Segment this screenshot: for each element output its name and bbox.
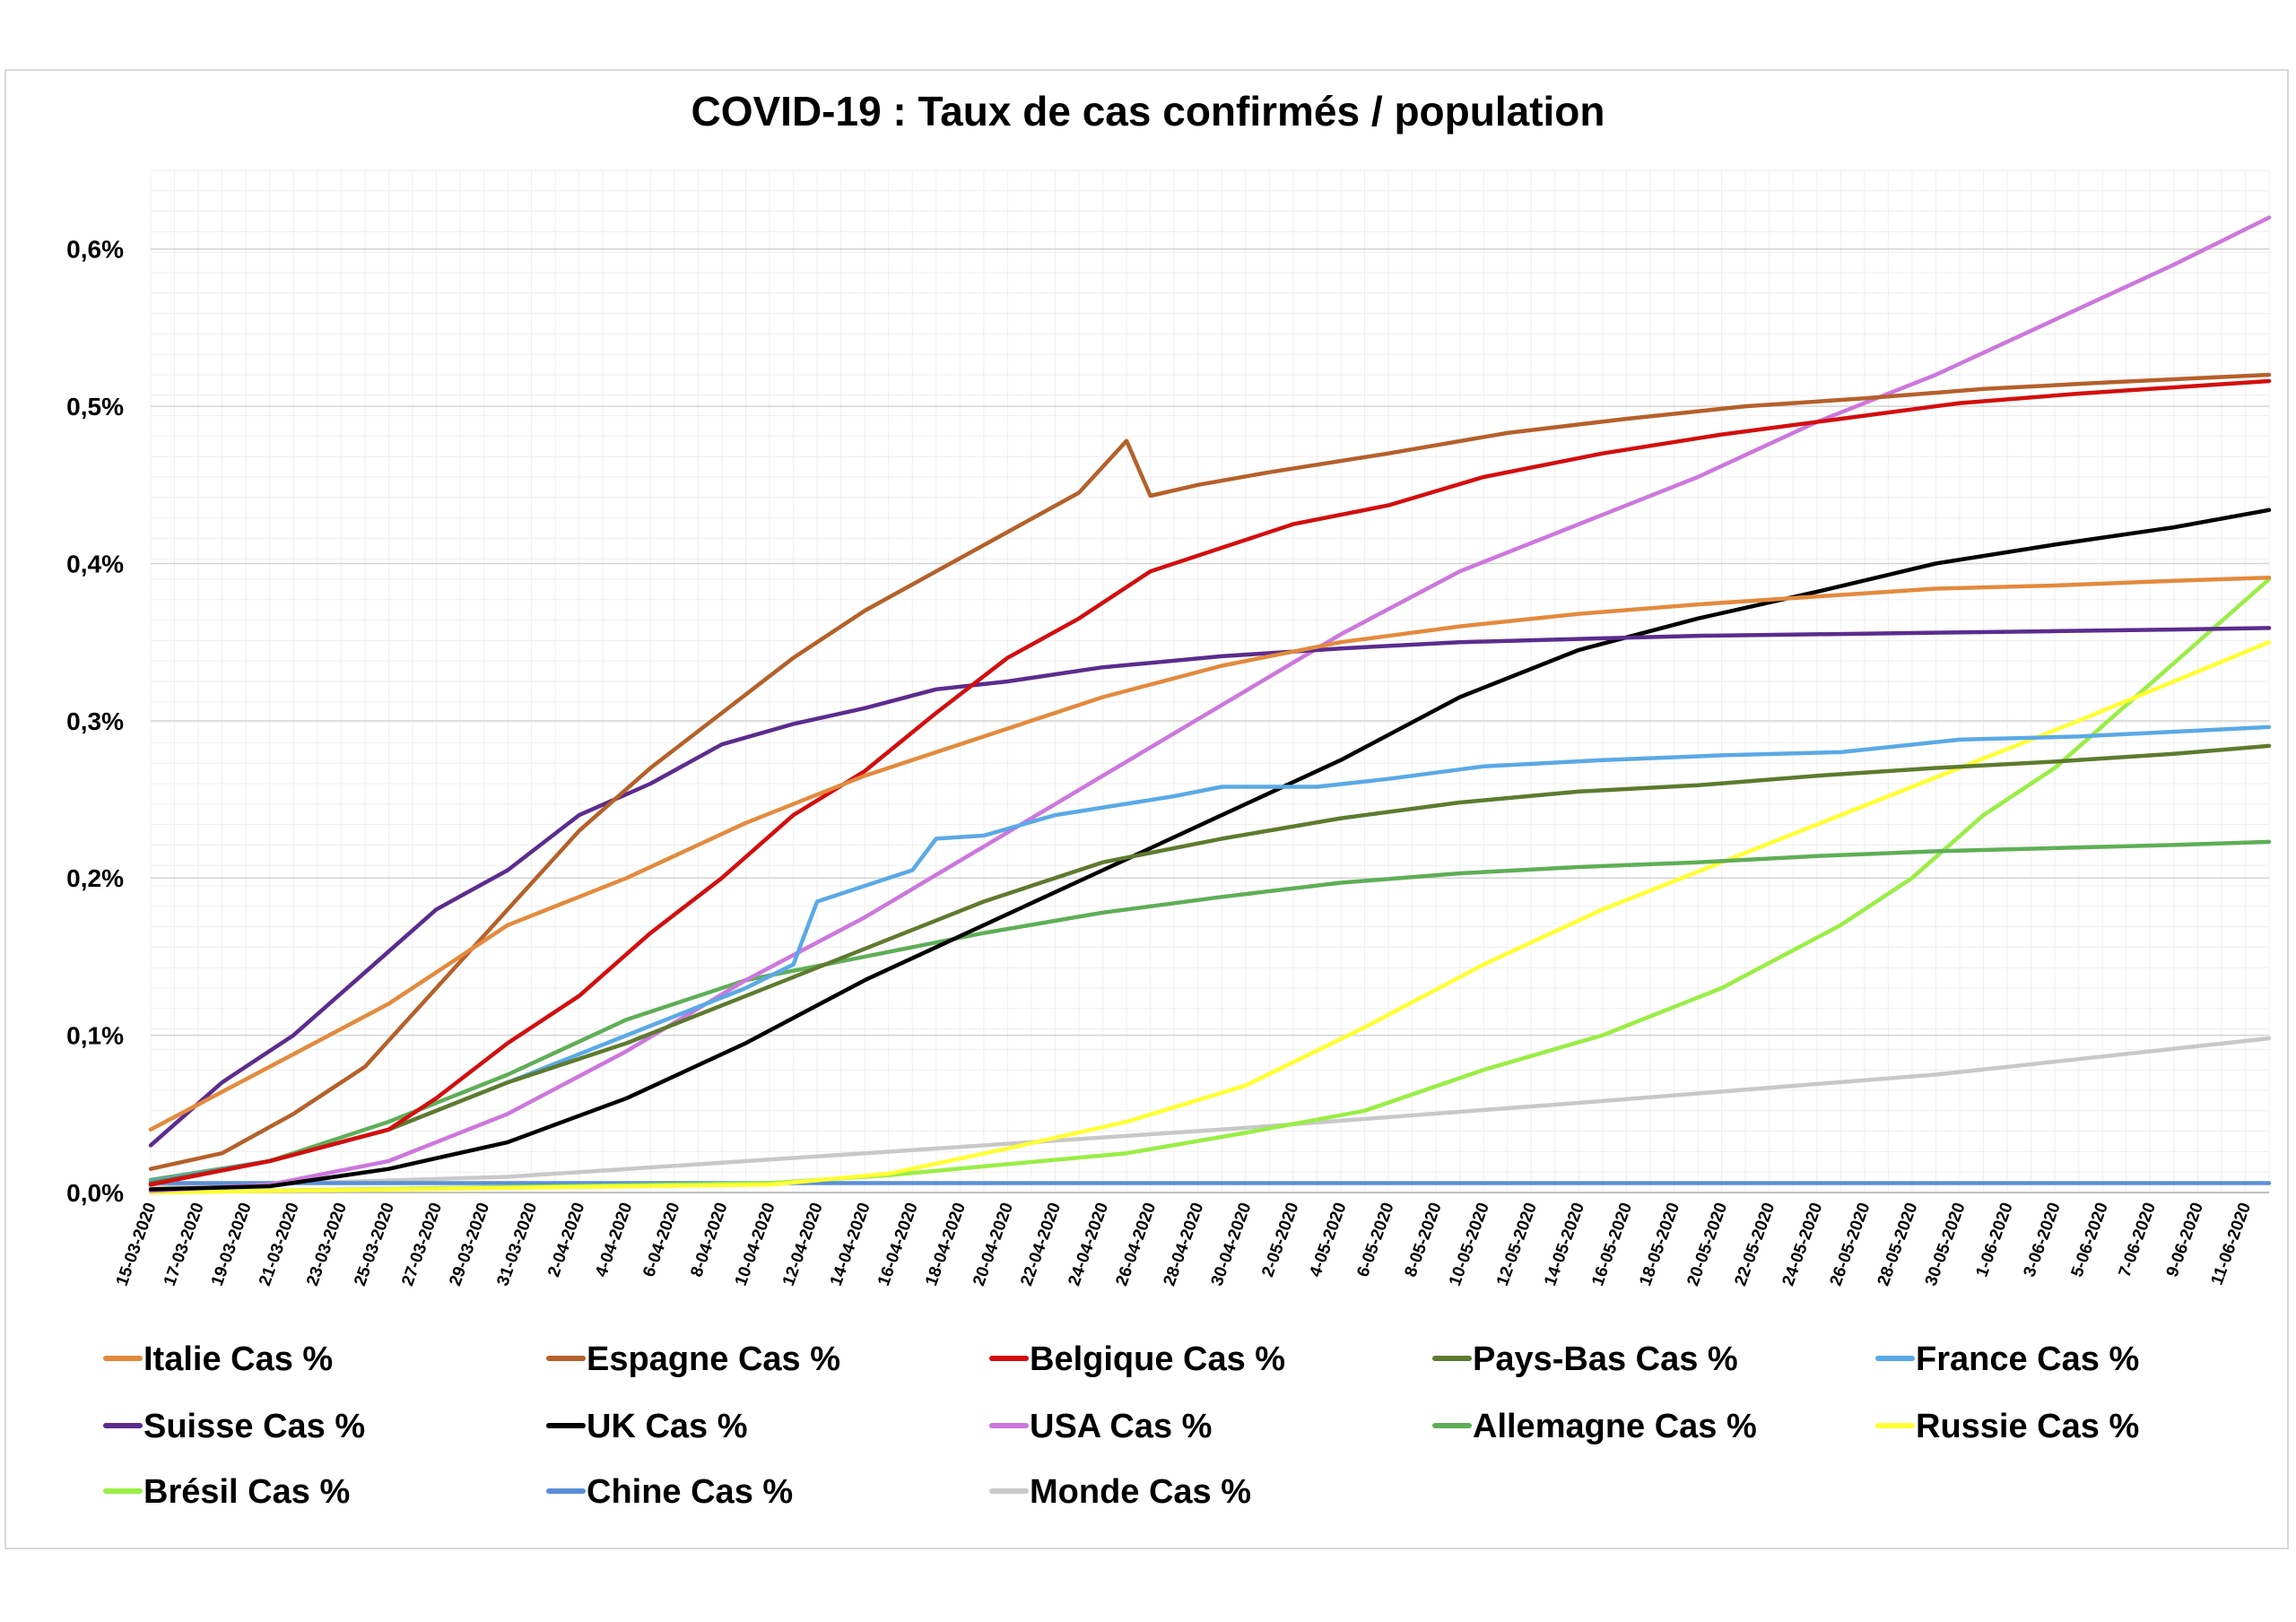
chart-frame	[4, 69, 2289, 1549]
series-line	[148, 639, 2272, 1195]
legend-label: Italie Cas %	[144, 1340, 333, 1378]
x-axis-ticks: 15-03-2020 17-03-2020 19-03-2020 21-03-2020…	[113, 1201, 2255, 1289]
x-tick-label: 18-05-2020	[1636, 1201, 1683, 1289]
y-tick-label: 0,0%	[66, 1179, 124, 1207]
legend-label: Monde Cas %	[1030, 1473, 1251, 1511]
y-tick-label: 0,5%	[66, 393, 124, 421]
x-tick-label: 4-05-2020	[1306, 1201, 1350, 1280]
x-tick-label: 25-03-2020	[351, 1201, 398, 1289]
x-tick-label: 8-05-2020	[1401, 1201, 1445, 1280]
legend-item: France Cas %	[1875, 1340, 2139, 1378]
series-line	[148, 215, 2272, 1193]
x-tick-label: 19-03-2020	[208, 1201, 256, 1289]
x-tick-label: 22-05-2020	[1731, 1201, 1779, 1289]
legend-item: UK Cas %	[546, 1408, 748, 1445]
x-tick-label: 29-03-2020	[446, 1201, 493, 1289]
x-tick-label: 12-05-2020	[1493, 1201, 1541, 1289]
series-line	[148, 507, 2272, 1192]
x-tick-label: 24-04-2020	[1065, 1201, 1112, 1289]
x-tick-label: 20-04-2020	[970, 1201, 1017, 1289]
x-tick-label: 1-06-2020	[1972, 1201, 2016, 1280]
series-line	[148, 577, 2272, 1195]
x-tick-label: 14-05-2020	[1541, 1201, 1588, 1289]
x-tick-label: 31-03-2020	[493, 1201, 541, 1289]
x-tick-label: 6-04-2020	[639, 1201, 683, 1280]
series-line	[148, 575, 2272, 1132]
x-tick-label: 22-04-2020	[1017, 1201, 1065, 1289]
legend-label: USA Cas %	[1030, 1408, 1212, 1445]
legend-item: Suisse Cas %	[103, 1408, 365, 1445]
series-line	[148, 1036, 2272, 1190]
x-tick-label: 24-05-2020	[1779, 1201, 1826, 1289]
x-tick-label: 3-06-2020	[2020, 1201, 2064, 1280]
x-tick-label: 10-05-2020	[1446, 1201, 1493, 1289]
legend-label: UK Cas %	[587, 1408, 748, 1445]
x-tick-label: 14-04-2020	[827, 1201, 874, 1289]
legend-item: Brésil Cas %	[103, 1473, 350, 1511]
x-tick-label: 27-03-2020	[398, 1201, 446, 1289]
x-tick-label: 11-06-2020	[2208, 1201, 2256, 1288]
legend-item: Monde Cas %	[989, 1473, 1251, 1511]
x-tick-label: 23-03-2020	[303, 1201, 351, 1289]
legend-item: USA Cas %	[989, 1408, 1212, 1445]
y-axis-ticks: 0,0% 0,1% 0,2% 0,3% 0,4% 0,5% 0,6%	[66, 236, 124, 1207]
y-tick-label: 0,4%	[66, 550, 124, 577]
legend-label: Espagne Cas %	[587, 1340, 840, 1378]
legend-label: Russie Cas %	[1916, 1408, 2139, 1445]
x-tick-label: 28-05-2020	[1874, 1201, 1922, 1289]
series-line	[148, 626, 2272, 1148]
x-tick-label: 8-04-2020	[687, 1201, 731, 1280]
x-tick-label: 21-03-2020	[256, 1201, 303, 1289]
series-line	[148, 378, 2272, 1187]
x-tick-label: 4-04-2020	[592, 1201, 636, 1280]
x-tick-label: 10-04-2020	[732, 1201, 779, 1289]
x-tick-label: 7-06-2020	[2116, 1201, 2160, 1280]
x-tick-label: 20-05-2020	[1683, 1201, 1731, 1289]
x-tick-label: 28-04-2020	[1160, 1201, 1207, 1289]
x-tick-label: 9-06-2020	[2163, 1201, 2207, 1280]
legend-item: Allemagne Cas %	[1432, 1408, 1757, 1445]
legend-label: France Cas %	[1916, 1340, 2139, 1378]
x-tick-label: 26-05-2020	[1827, 1201, 1874, 1289]
series-line	[148, 839, 2272, 1183]
legend: Italie Cas % Espagne Cas % Belgique Cas % P…	[103, 1340, 2139, 1511]
x-tick-label: 2-04-2020	[544, 1201, 588, 1280]
x-tick-label: 2-05-2020	[1258, 1201, 1302, 1280]
chart-title: COVID-19 : Taux de cas confirmés / popul…	[691, 88, 1605, 134]
x-tick-label: 15-03-2020	[113, 1201, 161, 1289]
x-tick-label: 5-06-2020	[2068, 1201, 2112, 1280]
legend-item: Espagne Cas %	[546, 1340, 840, 1378]
y-tick-label: 0,3%	[66, 707, 124, 735]
legend-label: Pays-Bas Cas %	[1473, 1340, 1738, 1378]
x-tick-label: 30-05-2020	[1922, 1201, 1970, 1289]
x-tick-label: 26-04-2020	[1112, 1201, 1160, 1289]
series-line	[148, 724, 2272, 1184]
x-tick-label: 12-04-2020	[779, 1201, 827, 1289]
x-tick-label: 17-03-2020	[161, 1201, 208, 1289]
legend-label: Brésil Cas %	[144, 1473, 350, 1511]
legend-label: Belgique Cas %	[1030, 1340, 1285, 1378]
legend-label: Allemagne Cas %	[1473, 1408, 1757, 1445]
legend-item: Italie Cas %	[103, 1340, 333, 1378]
legend-item: Pays-Bas Cas %	[1432, 1340, 1738, 1378]
x-tick-label: 6-05-2020	[1353, 1201, 1397, 1280]
legend-item: Belgique Cas %	[989, 1340, 1285, 1378]
legend-label: Suisse Cas %	[144, 1408, 365, 1445]
x-tick-label: 16-04-2020	[874, 1201, 922, 1289]
y-tick-label: 0,1%	[66, 1022, 124, 1050]
legend-item: Chine Cas %	[546, 1473, 793, 1511]
y-tick-label: 0,2%	[66, 864, 124, 892]
x-tick-label: 18-04-2020	[922, 1201, 970, 1289]
series-layer	[148, 215, 2272, 1195]
grid-layer	[150, 169, 2270, 1193]
x-tick-label: 30-04-2020	[1208, 1201, 1256, 1289]
legend-label: Chine Cas %	[587, 1473, 793, 1511]
series-line	[148, 372, 2272, 1171]
y-tick-label: 0,6%	[66, 236, 124, 264]
legend-item: Russie Cas %	[1875, 1408, 2139, 1445]
series-line	[148, 743, 2272, 1185]
x-tick-label: 16-05-2020	[1588, 1201, 1636, 1289]
